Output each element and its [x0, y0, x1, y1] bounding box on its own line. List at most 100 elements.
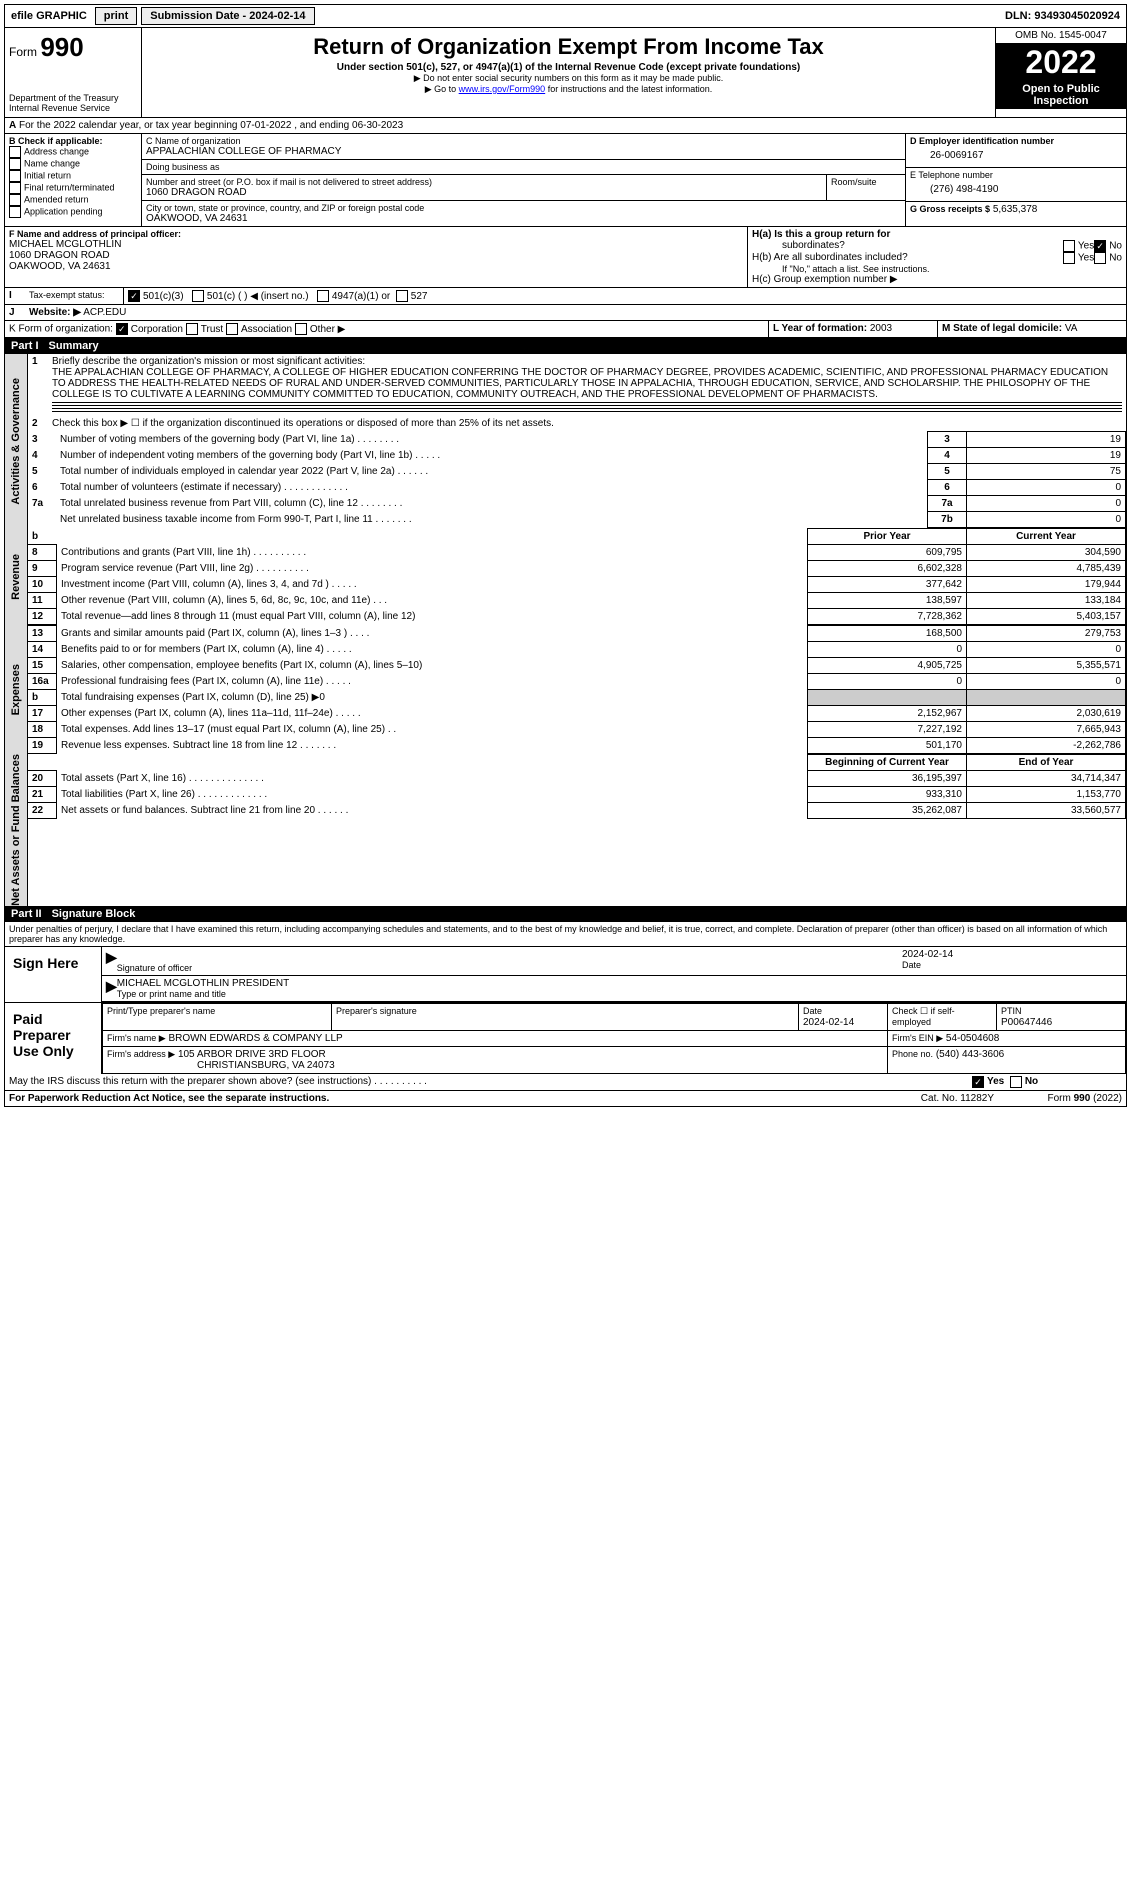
- firm-name: BROWN EDWARDS & COMPANY LLP: [168, 1033, 342, 1044]
- omb-number: OMB No. 1545-0047: [996, 28, 1126, 44]
- ck-pending[interactable]: Application pending: [9, 206, 137, 218]
- k-row: K Form of organization: ✓Corporation Tru…: [5, 321, 1126, 338]
- ein-label: D Employer identification number: [910, 136, 1054, 146]
- firm-addr1: 105 ARBOR DRIVE 3RD FLOOR: [178, 1049, 326, 1060]
- ssn-note: ▶ Do not enter social security numbers o…: [146, 73, 991, 84]
- open-public: Open to PublicInspection: [996, 81, 1126, 109]
- dept-treasury: Department of the Treasury: [9, 93, 137, 103]
- sig-date: 2024-02-14: [902, 949, 1122, 960]
- paid-preparer-block: Paid Preparer Use Only Print/Type prepar…: [5, 1002, 1126, 1074]
- hb-no[interactable]: No: [1094, 252, 1122, 264]
- gov-table: 3Number of voting members of the governi…: [28, 431, 1126, 528]
- table-row: 17Other expenses (Part IX, column (A), l…: [28, 706, 1126, 722]
- table-row: bTotal fundraising expenses (Part IX, co…: [28, 690, 1126, 706]
- ck-527[interactable]: 527: [396, 291, 428, 302]
- link-note: ▶ Go to www.irs.gov/Form990 for instruct…: [146, 84, 991, 95]
- print-label: Type or print name and title: [117, 989, 289, 999]
- city: OAKWOOD, VA 24631: [146, 213, 901, 224]
- hc-line: H(c) Group exemption number ▶: [752, 274, 1122, 285]
- table-row: 11Other revenue (Part VIII, column (A), …: [28, 593, 1126, 609]
- table-row: 13Grants and similar amounts paid (Part …: [28, 626, 1126, 642]
- cat-no: Cat. No. 11282Y: [917, 1091, 998, 1106]
- ha-yes[interactable]: Yes: [1063, 240, 1094, 252]
- sign-here-label: Sign Here: [5, 947, 102, 1002]
- table-row: Net unrelated business taxable income fr…: [28, 512, 1126, 528]
- room-label: Room/suite: [827, 175, 905, 200]
- c-label: C Name of organization: [146, 136, 901, 146]
- tax-year: 2022: [996, 44, 1126, 81]
- gross-receipts: 5,635,378: [993, 204, 1038, 215]
- ck-trust[interactable]: Trust: [186, 324, 223, 335]
- box-b-title: B Check if applicable:: [9, 136, 103, 146]
- table-row: 20Total assets (Part X, line 16) . . . .…: [28, 771, 1126, 787]
- net-block: Net Assets or Fund Balances Beginning of…: [5, 754, 1126, 906]
- ck-corp[interactable]: ✓Corporation: [116, 324, 183, 335]
- city-label: City or town, state or province, country…: [146, 203, 901, 213]
- print-button[interactable]: print: [95, 7, 137, 25]
- k-label: K Form of organization:: [9, 324, 113, 335]
- table-row: 19Revenue less expenses. Subtract line 1…: [28, 738, 1126, 754]
- ck-501c[interactable]: 501(c) ( ) ◀ (insert no.): [192, 291, 309, 302]
- form-title: Return of Organization Exempt From Incom…: [146, 34, 991, 60]
- table-row: 4Number of independent voting members of…: [28, 448, 1126, 464]
- ck-4947[interactable]: 4947(a)(1) or: [317, 291, 390, 302]
- ck-other[interactable]: Other ▶: [295, 324, 345, 335]
- j-label: Website: ▶: [29, 307, 81, 318]
- expenses-block: Expenses 13Grants and similar amounts pa…: [5, 625, 1126, 754]
- irs: Internal Revenue Service: [9, 103, 137, 113]
- ck-501c3[interactable]: ✓501(c)(3): [128, 291, 184, 302]
- ck-assoc[interactable]: Association: [226, 324, 292, 335]
- ha-line: H(a) Is this a group return for: [752, 229, 1122, 240]
- submission-date-button[interactable]: Submission Date - 2024-02-14: [141, 7, 314, 25]
- ck-name[interactable]: Name change: [9, 158, 137, 170]
- officer-name: MICHAEL MCGLOTHLIN: [9, 239, 743, 250]
- discuss-row: May the IRS discuss this return with the…: [5, 1074, 1126, 1091]
- table-row: 15Salaries, other compensation, employee…: [28, 658, 1126, 674]
- ck-final[interactable]: Final return/terminated: [9, 182, 137, 194]
- org-name: APPALACHIAN COLLEGE OF PHARMACY: [146, 146, 901, 157]
- expenses-table: 13Grants and similar amounts paid (Part …: [28, 625, 1126, 754]
- ck-initial[interactable]: Initial return: [9, 170, 137, 182]
- addr-label: Number and street (or P.O. box if mail i…: [146, 177, 822, 187]
- table-row: 5Total number of individuals employed in…: [28, 464, 1126, 480]
- table-row: 7aTotal unrelated business revenue from …: [28, 496, 1126, 512]
- discuss-yes[interactable]: ✓Yes: [972, 1076, 1004, 1087]
- period-line: A For the 2022 calendar year, or tax yea…: [5, 118, 1126, 134]
- efile-label: efile GRAPHIC: [5, 8, 93, 24]
- sig-date-label: Date: [902, 960, 1122, 970]
- ck-address[interactable]: Address change: [9, 146, 137, 158]
- form-990: efile GRAPHIC print Submission Date - 20…: [4, 4, 1127, 1107]
- irs-link[interactable]: www.irs.gov/Form990: [459, 84, 546, 94]
- entity-block: B Check if applicable: Address change Na…: [5, 134, 1126, 227]
- part1-header: Part ISummary: [5, 338, 1126, 354]
- ha-no[interactable]: ✓No: [1094, 240, 1122, 252]
- side-rev: Revenue: [10, 554, 22, 600]
- officer-block: F Name and address of principal officer:…: [5, 227, 1126, 288]
- self-emp[interactable]: Check ☐ if self-employed: [888, 1003, 997, 1030]
- hb-line: H(b) Are all subordinates included?: [752, 252, 1063, 264]
- mission-label: Briefly describe the organization's miss…: [52, 356, 1122, 367]
- form-subtitle: Under section 501(c), 527, or 4947(a)(1)…: [146, 62, 991, 73]
- firm-ein: 54-0504608: [946, 1033, 999, 1044]
- mission-text: THE APPALACHIAN COLLEGE OF PHARMACY, A C…: [52, 367, 1122, 400]
- tax-exempt-row: I Tax-exempt status: ✓501(c)(3) 501(c) (…: [5, 288, 1126, 305]
- form-header: Form 990 Department of the Treasury Inte…: [5, 28, 1126, 118]
- officer-print: MICHAEL MCGLOTHLIN PRESIDENT: [117, 978, 289, 989]
- paperwork: For Paperwork Reduction Act Notice, see …: [9, 1093, 329, 1104]
- discuss-no[interactable]: No: [1010, 1076, 1038, 1087]
- phone: (276) 498-4190: [910, 180, 1122, 199]
- line2: Check this box ▶ ☐ if the organization d…: [52, 418, 554, 429]
- ck-amended[interactable]: Amended return: [9, 194, 137, 206]
- side-exp: Expenses: [10, 664, 22, 715]
- governance-block: Activities & Governance 1 Briefly descri…: [5, 354, 1126, 528]
- firm-addr2: CHRISTIANSBURG, VA 24073: [107, 1060, 335, 1071]
- revenue-block: Revenue bPrior YearCurrent Year 8Contrib…: [5, 528, 1126, 625]
- sign-here-block: Sign Here ▶Signature of officer2024-02-1…: [5, 946, 1126, 1002]
- table-row: 8Contributions and grants (Part VIII, li…: [28, 545, 1126, 561]
- sig-officer-label: Signature of officer: [117, 963, 902, 973]
- table-row: 12Total revenue—add lines 8 through 11 (…: [28, 609, 1126, 625]
- prep-date: 2024-02-14: [803, 1017, 854, 1028]
- gross-label: G Gross receipts $: [910, 204, 990, 214]
- part2-header: Part IISignature Block: [5, 906, 1126, 922]
- hb-yes[interactable]: Yes: [1063, 252, 1094, 264]
